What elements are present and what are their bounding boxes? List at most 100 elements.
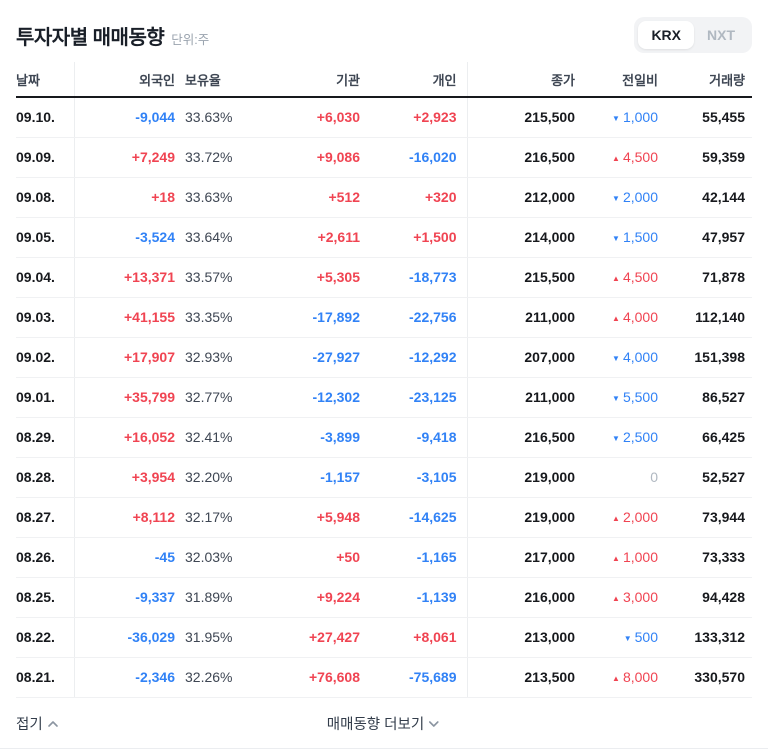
cell-institution-net: -17,892: [251, 297, 360, 338]
cell-foreign-net: +3,954: [74, 457, 175, 498]
down-triangle-icon: ▼: [623, 633, 632, 643]
cell-date: 08.26.: [16, 537, 75, 578]
cell-foreign-net: +35,799: [74, 377, 175, 418]
cell-volume: 330,570: [658, 657, 752, 698]
table-row: 08.28. +3,954 32.20% -1,157 -3,105 219,000 0 52…: [16, 457, 752, 498]
cell-individual-net: +8,061: [360, 617, 468, 658]
cell-day-change: 0: [575, 457, 658, 498]
cell-date: 09.02.: [16, 337, 75, 378]
cell-institution-net: +6,030: [251, 97, 360, 138]
down-triangle-icon: ▼: [612, 193, 620, 203]
cell-volume: 52,527: [658, 457, 752, 498]
cell-holding-ratio: 32.77%: [175, 377, 251, 418]
cell-date: 09.03.: [16, 297, 75, 338]
cell-holding-ratio: 33.63%: [175, 97, 251, 138]
cell-day-change: ▼ 5,500: [575, 377, 658, 418]
collapse-button[interactable]: 접기: [16, 713, 60, 734]
cell-volume: 71,878: [658, 257, 752, 298]
cell-close-price: 219,000: [467, 497, 575, 538]
cell-institution-net: +9,224: [251, 577, 360, 618]
unit-label: 단위:주: [171, 32, 210, 47]
cell-day-change: ▼ 2,000: [575, 177, 658, 218]
cell-individual-net: -12,292: [360, 337, 468, 378]
cell-volume: 73,333: [658, 537, 752, 578]
cell-volume: 151,398: [658, 337, 752, 378]
cell-volume: 86,527: [658, 377, 752, 418]
cell-day-change: ▲ 2,000: [575, 497, 658, 538]
up-triangle-icon: ▲: [612, 153, 620, 163]
collapse-button-label: 접기: [16, 717, 43, 733]
cell-close-price: 216,000: [467, 577, 575, 618]
cell-foreign-net: -3,524: [74, 217, 175, 258]
up-triangle-icon: ▲: [612, 313, 620, 323]
more-button[interactable]: 매매동향 더보기: [327, 713, 441, 734]
cell-holding-ratio: 33.35%: [175, 297, 251, 338]
col-change: 전일비: [575, 62, 658, 98]
cell-close-price: 211,000: [467, 297, 575, 338]
cell-date: 09.04.: [16, 257, 75, 298]
cell-close-price: 215,500: [467, 257, 575, 298]
cell-date: 09.10.: [16, 97, 75, 138]
cell-foreign-net: +17,907: [74, 337, 175, 378]
cell-foreign-net: -9,337: [74, 577, 175, 618]
table-row: 08.25. -9,337 31.89% +9,224 -1,139 216,000 ▲ 3,…: [16, 577, 752, 618]
cell-date: 09.01.: [16, 377, 75, 418]
table-row: 09.05. -3,524 33.64% +2,611 +1,500 214,000 ▼ 1,…: [16, 217, 752, 258]
cell-foreign-net: +7,249: [74, 137, 175, 178]
cell-day-change: ▼ 2,500: [575, 417, 658, 458]
down-triangle-icon: ▼: [612, 353, 620, 363]
market-toggle: KRX NXT: [634, 17, 752, 53]
up-triangle-icon: ▲: [612, 593, 620, 603]
cell-date: 09.08.: [16, 177, 75, 218]
cell-institution-net: -27,927: [251, 337, 360, 378]
table-row: 08.26. -45 32.03% +50 -1,165 217,000 ▲ 1,000 73,…: [16, 537, 752, 578]
cell-day-change: ▲ 3,000: [575, 577, 658, 618]
cell-foreign-net: +8,112: [74, 497, 175, 538]
cell-close-price: 219,000: [467, 457, 575, 498]
cell-institution-net: -3,899: [251, 417, 360, 458]
col-institution: 기관: [251, 62, 360, 98]
cell-holding-ratio: 32.93%: [175, 337, 251, 378]
down-triangle-icon: ▼: [612, 113, 620, 123]
cell-day-change: ▲ 4,000: [575, 297, 658, 338]
cell-day-change: ▲ 4,500: [575, 257, 658, 298]
cell-date: 09.05.: [16, 217, 75, 258]
cell-holding-ratio: 31.89%: [175, 577, 251, 618]
cell-individual-net: -1,139: [360, 577, 468, 618]
trading-table-body: 09.10. -9,044 33.63% +6,030 +2,923 215,500 ▼ 1,…: [16, 97, 752, 698]
cell-individual-net: +1,500: [360, 217, 468, 258]
cell-volume: 55,455: [658, 97, 752, 138]
cell-individual-net: -1,165: [360, 537, 468, 578]
cell-volume: 112,140: [658, 297, 752, 338]
trading-table-head: 날짜 외국인 보유율 기관 개인 종가 전일비 거래량: [16, 62, 752, 98]
cell-institution-net: +512: [251, 177, 360, 218]
tab-krx[interactable]: KRX: [638, 21, 694, 49]
cell-institution-net: +9,086: [251, 137, 360, 178]
cell-volume: 66,425: [658, 417, 752, 458]
down-triangle-icon: ▼: [612, 233, 620, 243]
cell-close-price: 213,000: [467, 617, 575, 658]
table-row: 09.02. +17,907 32.93% -27,927 -12,292 207,000…: [16, 337, 752, 378]
cell-individual-net: +320: [360, 177, 468, 218]
cell-individual-net: -9,418: [360, 417, 468, 458]
cell-close-price: 215,500: [467, 97, 575, 138]
cell-close-price: 212,000: [467, 177, 575, 218]
cell-holding-ratio: 33.63%: [175, 177, 251, 218]
cell-date: 09.09.: [16, 137, 75, 178]
cell-institution-net: +2,611: [251, 217, 360, 258]
cell-institution-net: +50: [251, 537, 360, 578]
cell-holding-ratio: 33.64%: [175, 217, 251, 258]
table-row: 08.29. +16,052 32.41% -3,899 -9,418 216,500 ▼ 2…: [16, 417, 752, 458]
chevron-up-icon: [46, 717, 60, 731]
cell-volume: 73,944: [658, 497, 752, 538]
cell-holding-ratio: 32.41%: [175, 417, 251, 458]
tab-nxt[interactable]: NXT: [694, 21, 748, 49]
col-foreign: 외국인: [74, 62, 175, 98]
table-row: 08.27. +8,112 32.17% +5,948 -14,625 219,000 ▲ 2…: [16, 497, 752, 538]
cell-day-change: ▲ 1,000: [575, 537, 658, 578]
cell-foreign-net: +16,052: [74, 417, 175, 458]
cell-individual-net: -3,105: [360, 457, 468, 498]
cell-close-price: 211,000: [467, 377, 575, 418]
up-triangle-icon: ▲: [612, 513, 620, 523]
